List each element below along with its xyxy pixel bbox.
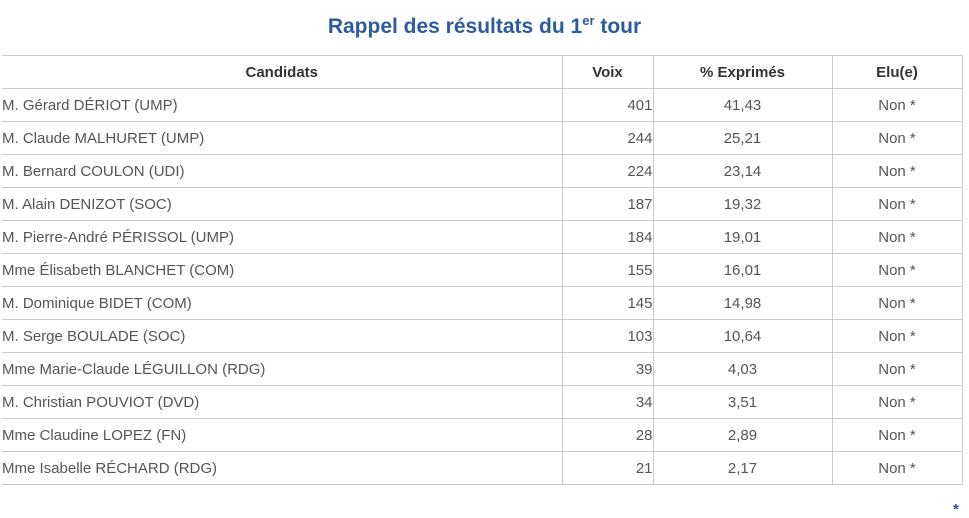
table-row: M. Claude MALHURET (UMP) 244 25,21 Non * <box>2 121 963 155</box>
table-row: M. Alain DENIZOT (SOC) 187 19,32 Non * <box>2 187 963 221</box>
candidate-cell: Mme Claudine LOPEZ (FN) <box>2 418 562 452</box>
elected-cell: Non * <box>831 187 963 221</box>
percent-cell: 16,01 <box>652 253 832 287</box>
table-row: M. Gérard DÉRIOT (UMP) 401 41,43 Non * <box>2 88 963 122</box>
percent-cell: 14,98 <box>652 286 832 320</box>
candidate-cell: M. Gérard DÉRIOT (UMP) <box>2 88 562 122</box>
candidate-cell: Mme Marie-Claude LÉGUILLON (RDG) <box>2 352 562 386</box>
votes-cell: 401 <box>561 88 653 122</box>
table-row: M. Bernard COULON (UDI) 224 23,14 Non * <box>2 154 963 188</box>
percent-cell: 10,64 <box>652 319 832 353</box>
candidate-cell: M. Alain DENIZOT (SOC) <box>2 187 562 221</box>
votes-cell: 187 <box>561 187 653 221</box>
candidate-cell: M. Bernard COULON (UDI) <box>2 154 562 188</box>
percent-cell: 25,21 <box>652 121 832 155</box>
candidate-cell: Mme Élisabeth BLANCHET (COM) <box>2 253 562 287</box>
votes-cell: 155 <box>561 253 653 287</box>
table-header-row: Candidats Voix % Exprimés Elu(e) <box>2 55 963 89</box>
candidate-cell: M. Pierre-André PÉRISSOL (UMP) <box>2 220 562 254</box>
candidate-cell: M. Claude MALHURET (UMP) <box>2 121 562 155</box>
candidate-cell: M. Christian POUVIOT (DVD) <box>2 385 562 419</box>
percent-cell: 41,43 <box>652 88 832 122</box>
column-header-voix: Voix <box>561 55 653 89</box>
page-title-text: Rappel des résultats du 1 <box>327 15 583 38</box>
votes-cell: 224 <box>561 154 653 188</box>
results-table-body: M. Gérard DÉRIOT (UMP) 401 41,43 Non * M. Cl… <box>2 88 963 485</box>
percent-cell: 4,03 <box>652 352 832 386</box>
column-header-exprimes: % Exprimés <box>652 55 832 89</box>
results-table: Candidats Voix % Exprimés Elu(e) M. Géra… <box>2 55 963 485</box>
page-title-suffix: tour <box>594 15 642 38</box>
table-row: M. Pierre-André PÉRISSOL (UMP) 184 19,01 No… <box>2 220 963 254</box>
table-row: Mme Marie-Claude LÉGUILLON (RDG) 39 4,03 No… <box>2 352 963 386</box>
elected-cell: Non * <box>831 154 963 188</box>
table-row: Mme Élisabeth BLANCHET (COM) 155 16,01 Non … <box>2 253 963 287</box>
votes-cell: 145 <box>561 286 653 320</box>
elected-cell: Non * <box>831 418 963 452</box>
elected-cell: Non * <box>831 253 963 287</box>
table-row: M. Serge BOULADE (SOC) 103 10,64 Non * <box>2 319 963 353</box>
percent-cell: 3,51 <box>652 385 832 419</box>
elected-cell: Non * <box>831 319 963 353</box>
elected-cell: Non * <box>831 286 963 320</box>
page-title: Rappel des résultats du 1er tour <box>0 14 969 40</box>
percent-cell: 23,14 <box>652 154 832 188</box>
table-row: Mme Claudine LOPEZ (FN) 28 2,89 Non * <box>2 418 963 452</box>
table-row: Mme Isabelle RÉCHARD (RDG) 21 2,17 Non * <box>2 451 963 485</box>
votes-cell: 39 <box>561 352 653 386</box>
elected-cell: Non * <box>831 121 963 155</box>
table-row: M. Dominique BIDET (COM) 145 14,98 Non * <box>2 286 963 320</box>
percent-cell: 19,01 <box>652 220 832 254</box>
column-header-elu: Elu(e) <box>831 55 963 89</box>
votes-cell: 21 <box>561 451 653 485</box>
votes-cell: 184 <box>561 220 653 254</box>
elected-cell: Non * <box>831 385 963 419</box>
candidate-cell: Mme Isabelle RÉCHARD (RDG) <box>2 451 562 485</box>
percent-cell: 2,17 <box>652 451 832 485</box>
table-row: M. Christian POUVIOT (DVD) 34 3,51 Non * <box>2 385 963 419</box>
votes-cell: 103 <box>561 319 653 353</box>
candidate-cell: M. Dominique BIDET (COM) <box>2 286 562 320</box>
footnote-marker: * <box>953 501 959 518</box>
percent-cell: 19,32 <box>652 187 832 221</box>
elected-cell: Non * <box>831 88 963 122</box>
elected-cell: Non * <box>831 352 963 386</box>
percent-cell: 2,89 <box>652 418 832 452</box>
column-header-candidats: Candidats <box>2 55 562 89</box>
votes-cell: 28 <box>561 418 653 452</box>
votes-cell: 244 <box>561 121 653 155</box>
elected-cell: Non * <box>831 220 963 254</box>
elected-cell: Non * <box>831 451 963 485</box>
votes-cell: 34 <box>561 385 653 419</box>
page-title-superscript: er <box>582 13 595 28</box>
candidate-cell: M. Serge BOULADE (SOC) <box>2 319 562 353</box>
